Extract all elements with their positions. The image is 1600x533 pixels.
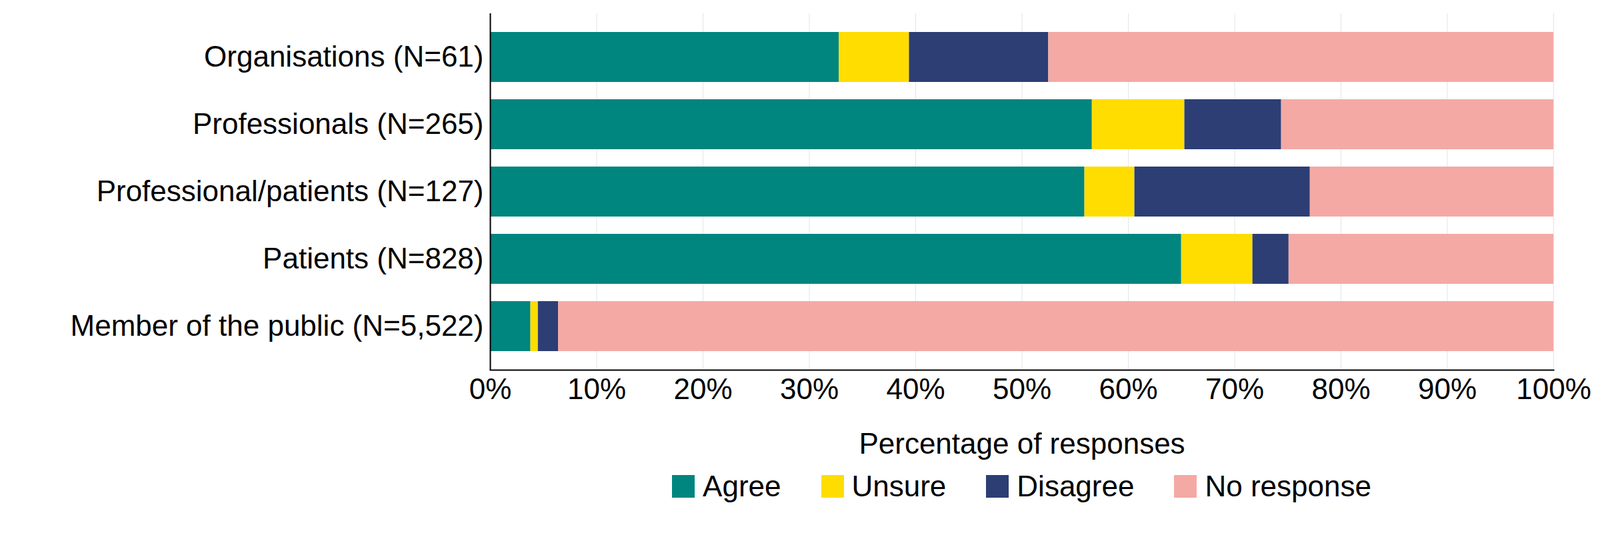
svg-text:80%: 80% (1311, 372, 1370, 406)
svg-text:70%: 70% (1205, 372, 1264, 406)
svg-text:Professional/patients (N=127): Professional/patients (N=127) (96, 174, 484, 208)
svg-text:40%: 40% (886, 372, 945, 406)
html-text:Agree: Agree (702, 470, 781, 503)
svg-text:Patients (N=828): Patients (N=828) (262, 242, 484, 275)
svg-text:0%: 0% (469, 372, 512, 406)
svg-text:50%: 50% (992, 372, 1052, 406)
svg-text:20%: 20% (673, 372, 732, 406)
html-text:Disagree: Disagree (1016, 470, 1135, 503)
svg-text:10%: 10% (567, 372, 626, 406)
svg-text:100%: 100% (1516, 372, 1592, 406)
svg-text:90%: 90% (1418, 372, 1477, 406)
svg-text:Member of the public (N=5,522): Member of the public (N=5,522) (70, 309, 484, 342)
svg-text:30%: 30% (780, 372, 839, 406)
svg-text:Professionals (N=265): Professionals (N=265) (192, 107, 484, 140)
svg-text:Organisations (N=61): Organisations (N=61) (204, 40, 484, 73)
svg-text:Percentage of responses: Percentage of responses (858, 427, 1185, 460)
html-text:No response: No response (1204, 470, 1372, 503)
html-text:Unsure: Unsure (851, 470, 947, 503)
svg-text:60%: 60% (1098, 372, 1158, 406)
